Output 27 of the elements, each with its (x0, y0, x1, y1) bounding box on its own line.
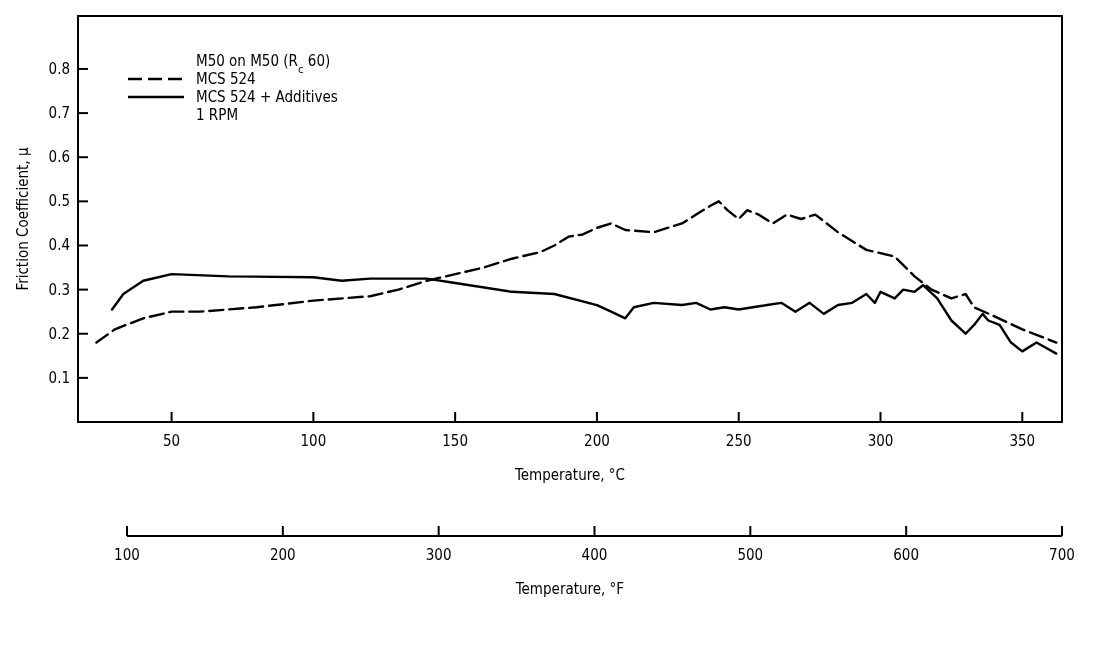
y-tick-label: 0.6 (48, 148, 70, 167)
x2-tick-label: 200 (269, 546, 296, 564)
x-axis-title: Temperature, °C (514, 466, 625, 484)
y-tick-label: 0.7 (48, 104, 70, 123)
x-tick-label: 200 (584, 432, 610, 450)
y-tick-label: 0.5 (48, 192, 70, 211)
x-tick-label: 50 (162, 432, 181, 450)
x-tick-label: 250 (725, 432, 752, 450)
x2-tick-label: 600 (893, 546, 920, 564)
y-tick-label: 0.3 (48, 280, 70, 299)
legend-label: MCS 524 + Additives (196, 88, 338, 106)
x-tick-label: 300 (867, 432, 894, 450)
x2-tick-label: 100 (114, 546, 140, 564)
x2-tick-label: 500 (737, 546, 764, 564)
x2-tick-label: 300 (425, 546, 452, 564)
x2-axis-title: Temperature, °F (514, 580, 625, 598)
y-tick-label: 0.4 (48, 236, 70, 255)
y-tick-label: 0.8 (48, 59, 70, 78)
y-tick-label: 0.2 (48, 324, 70, 343)
x-tick-label: 150 (442, 432, 469, 450)
x-tick-label: 350 (1009, 432, 1036, 450)
y-tick-label: 0.1 (48, 368, 70, 387)
y-axis-title: Friction Coefficient, μ (14, 147, 32, 291)
x2-tick-label: 400 (581, 546, 608, 564)
x-tick-label: 100 (300, 432, 327, 450)
x2-tick-label: 700 (1049, 546, 1075, 564)
annotation: 1 RPM (196, 106, 239, 124)
